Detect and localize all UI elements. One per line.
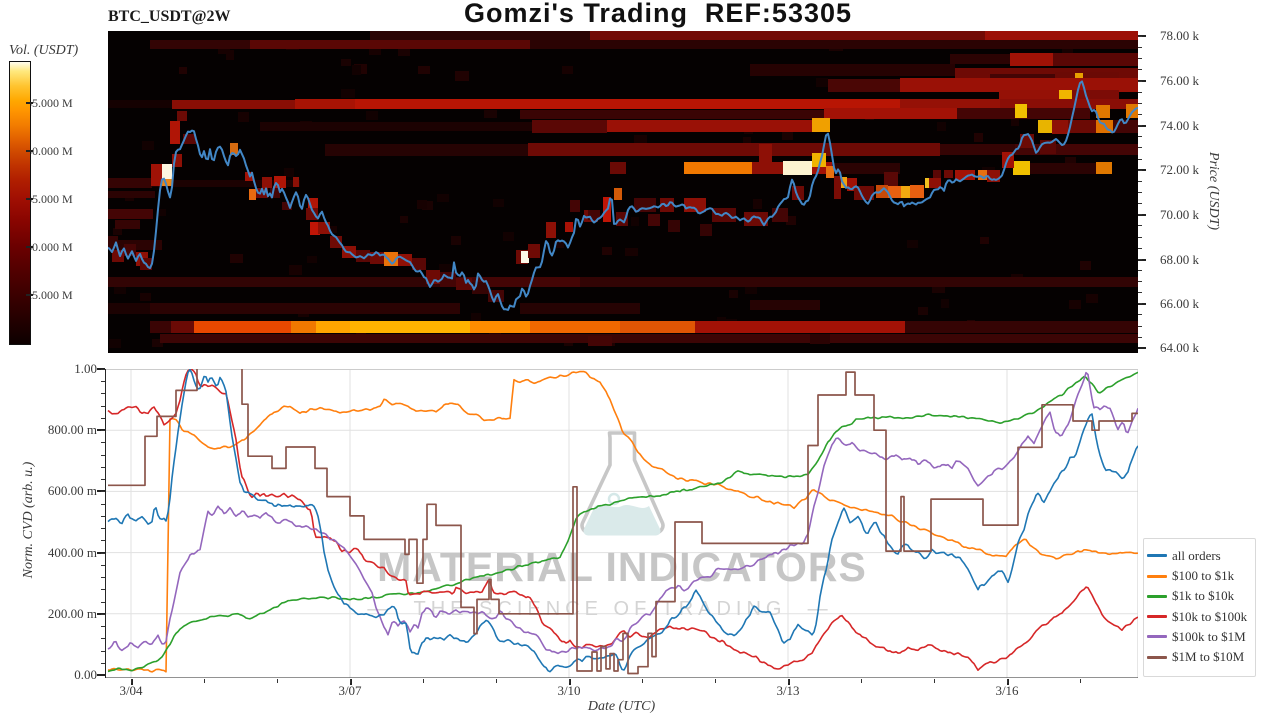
svg-text:MATERIAL INDICATORS: MATERIAL INDICATORS [377,544,867,590]
svg-text:— THE SCIENCE OF TRADING —: — THE SCIENCE OF TRADING — [367,598,832,620]
